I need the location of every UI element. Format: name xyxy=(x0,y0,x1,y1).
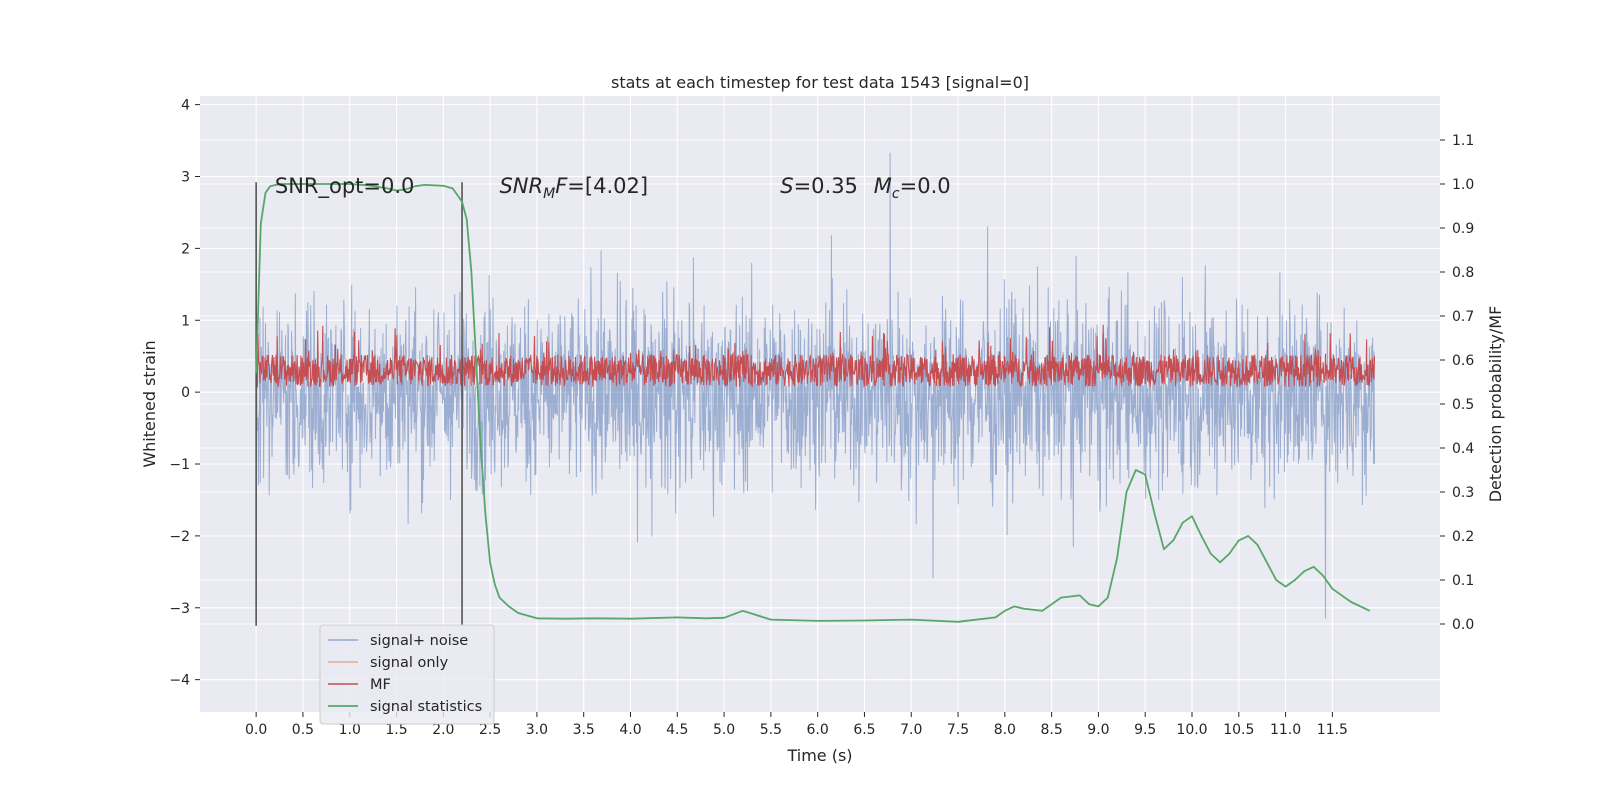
annotations: SNR_opt=0.0 SNRMF=[4.02] S=0.35 Mc=0.0 xyxy=(275,174,951,202)
y-tick-label: −3 xyxy=(169,601,190,617)
signal-statistics-series xyxy=(255,183,1371,623)
legend-label-signal-noise: signal+ noise xyxy=(370,633,468,649)
x-tick-label: 7.0 xyxy=(900,722,922,738)
y-axis-label: Whitened strain xyxy=(140,340,159,467)
x-tick-label: 6.0 xyxy=(807,722,829,738)
x-tick-label: 1.5 xyxy=(385,722,407,738)
grid xyxy=(200,96,1440,712)
signal-noise-series xyxy=(255,152,1375,619)
annotation-text: SNR_opt=0.0 xyxy=(275,174,415,199)
annotation-text: SNRMF=[4.02] xyxy=(499,174,648,202)
x-tick-label: 11.0 xyxy=(1270,722,1301,738)
legend-label-mf: MF xyxy=(370,677,391,693)
x-tick-label: 11.5 xyxy=(1317,722,1348,738)
y2-tick-label: 0.3 xyxy=(1452,485,1474,501)
y-tick-label: 1 xyxy=(181,313,190,329)
signal-statistics-line xyxy=(255,183,1371,623)
x-tick-label: 0.5 xyxy=(292,722,314,738)
y2-tick-label: 0.5 xyxy=(1452,397,1474,413)
x-tick-label: 3.0 xyxy=(526,722,548,738)
annotation-text: S=0.35 xyxy=(780,174,858,198)
mf-series xyxy=(255,324,1376,389)
y-tick-label: 3 xyxy=(181,170,190,186)
x-tick-label: 10.5 xyxy=(1223,722,1254,738)
x-tick-label: 7.5 xyxy=(947,722,969,738)
y2-tick-label: 0.8 xyxy=(1452,265,1474,281)
y2-tick-label: 0.9 xyxy=(1452,221,1474,237)
y2-axis-ticks: 1.1 1.0 0.9 0.8 0.7 0.6 0.5 0.4 0.3 0.2 0.1 0.0 xyxy=(1440,133,1474,633)
y-tick-label: 4 xyxy=(181,98,190,114)
y2-tick-label: 1.0 xyxy=(1452,177,1474,193)
legend-label-signal-only: signal only xyxy=(370,655,449,671)
x-tick-label: 4.0 xyxy=(619,722,641,738)
x-tick-label: 4.5 xyxy=(666,722,688,738)
x-tick-label: 2.0 xyxy=(432,722,454,738)
x-axis-ticks: 0.0 0.5 1.0 1.5 2.0 2.5 3.0 3.5 4.0 4.5 5.0 5.5 6.0 6… xyxy=(245,712,1348,738)
y-tick-label: 0 xyxy=(181,385,190,401)
annotation-text: Mc=0.0 xyxy=(874,174,951,202)
x-tick-label: 5.5 xyxy=(760,722,782,738)
y2-tick-label: 0.4 xyxy=(1452,441,1474,457)
legend-label-signal-statistics: signal statistics xyxy=(370,699,482,715)
x-tick-label: 10.0 xyxy=(1176,722,1207,738)
y2-tick-label: 0.6 xyxy=(1452,353,1474,369)
y2-axis-label: Detection probability/MF xyxy=(1486,306,1505,503)
x-tick-label: 9.0 xyxy=(1087,722,1109,738)
y-tick-label: −4 xyxy=(169,673,190,689)
vertical-markers xyxy=(255,182,463,626)
y2-tick-label: 1.1 xyxy=(1452,133,1474,149)
x-tick-label: 6.5 xyxy=(853,722,875,738)
mf-line xyxy=(255,324,1376,389)
signal-noise-line xyxy=(255,152,1375,619)
y-axis-ticks: 4 3 2 1 0 −1 −2 −3 −4 xyxy=(169,98,200,689)
x-tick-label: 2.5 xyxy=(479,722,501,738)
x-axis-label: Time (s) xyxy=(786,746,852,765)
y2-tick-label: 0.0 xyxy=(1452,617,1474,633)
y2-tick-label: 0.7 xyxy=(1452,309,1474,325)
x-tick-label: 3.5 xyxy=(573,722,595,738)
legend: signal+ noise signal only MF signal stat… xyxy=(319,624,495,725)
x-tick-label: 1.0 xyxy=(339,722,361,738)
chart-title: stats at each timestep for test data 154… xyxy=(611,73,1029,92)
y-tick-label: −1 xyxy=(169,457,190,473)
x-tick-label: 5.0 xyxy=(713,722,735,738)
y-tick-label: −2 xyxy=(169,529,190,545)
x-tick-label: 8.0 xyxy=(994,722,1016,738)
x-tick-label: 9.5 xyxy=(1134,722,1156,738)
x-tick-label: 0.0 xyxy=(245,722,267,738)
y2-tick-label: 0.2 xyxy=(1452,529,1474,545)
y2-tick-label: 0.1 xyxy=(1452,573,1474,589)
y-tick-label: 2 xyxy=(181,241,190,257)
legend-box xyxy=(319,624,495,725)
x-tick-label: 8.5 xyxy=(1040,722,1062,738)
